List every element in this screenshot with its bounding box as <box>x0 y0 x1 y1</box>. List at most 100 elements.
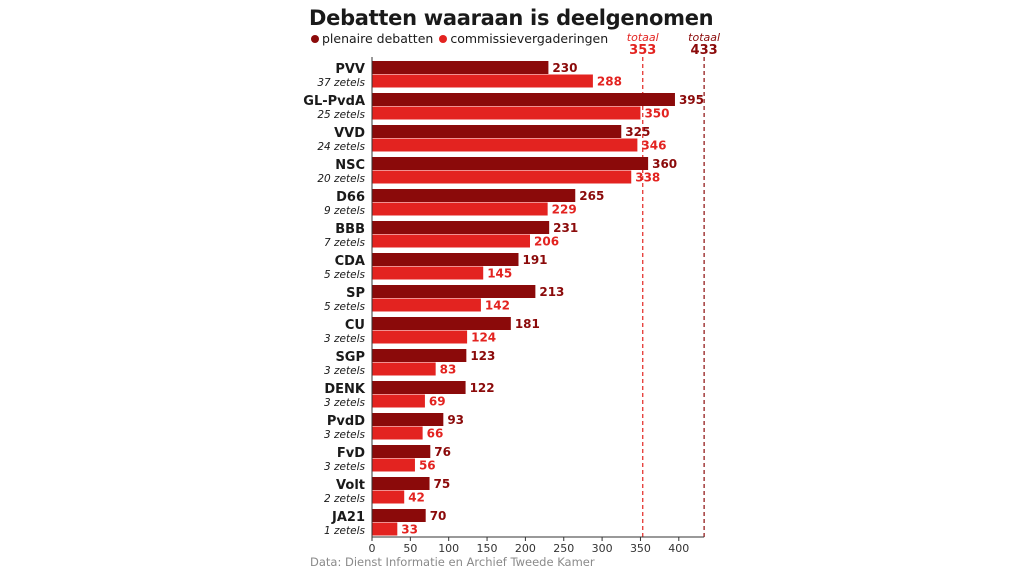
category-label-cu: CU <box>345 318 365 333</box>
bar-plenaire-ja21 <box>372 509 426 522</box>
bar-plenaire-cda <box>372 253 519 266</box>
value-label-plenaire-cu: 181 <box>515 317 540 331</box>
category-label-bbb: BBB <box>335 222 365 237</box>
bar-commissie-gl-pvda <box>372 106 641 120</box>
bar-commissie-sp <box>372 298 481 312</box>
seat-label-volt: 2 zetels <box>324 493 365 505</box>
x-tick-label-200: 200 <box>515 542 536 555</box>
legend-swatch-plenaire <box>311 34 319 43</box>
category-label-d66: D66 <box>336 190 365 205</box>
bar-plenaire-bbb <box>372 221 550 234</box>
value-label-plenaire-d66: 265 <box>579 189 604 203</box>
bar-plenaire-sgp <box>372 349 467 362</box>
category-label-ja21: JA21 <box>331 510 365 525</box>
value-label-commissie-cda: 145 <box>487 267 512 281</box>
bar-commissie-volt <box>372 490 405 504</box>
bar-commissie-ja21 <box>372 522 398 536</box>
value-label-commissie-vvd: 346 <box>641 139 666 153</box>
value-label-commissie-d66: 229 <box>552 203 577 217</box>
x-tick-label-50: 50 <box>403 542 417 555</box>
chart-title: Debatten waaraan is deelgenomen <box>309 6 714 30</box>
value-label-plenaire-fvd: 76 <box>434 445 451 459</box>
bar-plenaire-denk <box>372 381 466 394</box>
x-tick-label-100: 100 <box>438 542 459 555</box>
value-label-plenaire-bbb: 231 <box>553 221 578 235</box>
value-label-commissie-bbb: 206 <box>534 235 559 249</box>
bar-commissie-d66 <box>372 202 548 216</box>
seat-label-ja21: 1 zetels <box>324 525 365 537</box>
category-label-vvd: VVD <box>334 126 365 141</box>
value-label-commissie-cu: 124 <box>471 331 496 345</box>
seat-label-nsc: 20 zetels <box>317 173 365 185</box>
value-label-commissie-denk: 69 <box>429 395 446 409</box>
x-tick-label-150: 150 <box>477 542 498 555</box>
value-label-plenaire-ja21: 70 <box>430 509 447 523</box>
value-label-plenaire-sp: 213 <box>539 285 564 299</box>
value-label-commissie-sgp: 83 <box>440 363 457 377</box>
value-label-plenaire-cda: 191 <box>522 253 547 267</box>
category-label-sgp: SGP <box>335 350 365 365</box>
source-note: Data: Dienst Informatie en Archief Tweed… <box>310 555 595 569</box>
value-label-commissie-fvd: 56 <box>419 459 436 473</box>
bar-plenaire-d66 <box>372 189 576 202</box>
legend-item-plenaire: plenaire debatten <box>311 31 433 46</box>
value-label-commissie-ja21: 33 <box>401 523 418 537</box>
category-label-pvv: PVV <box>335 62 365 77</box>
seat-label-sgp: 3 zetels <box>324 365 365 377</box>
bar-commissie-pvv <box>372 74 593 88</box>
seat-label-pvdd: 3 zetels <box>324 429 365 441</box>
bar-plenaire-pvv <box>372 61 549 74</box>
category-label-sp: SP <box>346 286 365 301</box>
category-label-cda: CDA <box>335 254 365 269</box>
bar-commissie-pvdd <box>372 426 423 440</box>
value-label-commissie-gl-pvda: 350 <box>644 107 669 121</box>
bar-plenaire-nsc <box>372 157 649 170</box>
bar-commissie-cda <box>372 266 484 280</box>
value-label-commissie-sp: 142 <box>485 299 510 313</box>
legend: plenaire debatten commissievergaderingen <box>311 31 614 46</box>
bar-plenaire-cu <box>372 317 511 330</box>
category-label-volt: Volt <box>336 478 365 493</box>
bar-commissie-fvd <box>372 458 415 472</box>
bar-plenaire-sp <box>372 285 536 298</box>
bar-commissie-denk <box>372 394 425 408</box>
reference-label-433: totaal <box>688 31 720 44</box>
seat-label-bbb: 7 zetels <box>324 237 365 249</box>
seat-label-gl-pvda: 25 zetels <box>317 109 365 121</box>
category-label-pvdd: PvdD <box>327 414 365 429</box>
x-tick-label-0: 0 <box>369 542 376 555</box>
bar-plenaire-pvdd <box>372 413 444 426</box>
bar-plenaire-vvd <box>372 125 622 138</box>
seat-label-cda: 5 zetels <box>324 269 365 281</box>
value-label-plenaire-sgp: 123 <box>470 349 495 363</box>
bar-plenaire-volt <box>372 477 430 490</box>
bar-commissie-bbb <box>372 234 531 248</box>
x-tick-label-350: 350 <box>630 542 651 555</box>
value-label-commissie-nsc: 338 <box>635 171 660 185</box>
category-label-fvd: FvD <box>337 446 365 461</box>
reference-value-433: 433 <box>691 43 718 58</box>
bar-plenaire-gl-pvda <box>372 93 675 106</box>
value-label-plenaire-volt: 75 <box>434 477 451 491</box>
value-label-plenaire-pvv: 230 <box>552 61 577 75</box>
value-label-commissie-pvv: 288 <box>597 75 622 89</box>
bar-commissie-cu <box>372 330 468 344</box>
x-tick-label-250: 250 <box>553 542 574 555</box>
seat-label-d66: 9 zetels <box>324 205 365 217</box>
value-label-plenaire-vvd: 325 <box>625 125 650 139</box>
value-label-commissie-volt: 42 <box>408 491 425 505</box>
value-label-plenaire-nsc: 360 <box>652 157 677 171</box>
bar-commissie-sgp <box>372 362 436 376</box>
seat-label-denk: 3 zetels <box>324 397 365 409</box>
seat-label-vvd: 24 zetels <box>317 141 365 153</box>
bar-plenaire-fvd <box>372 445 431 458</box>
x-tick-label-400: 400 <box>668 542 689 555</box>
legend-label-commissie: commissievergaderingen <box>450 31 609 46</box>
reference-label-353: totaal <box>627 31 659 44</box>
category-label-gl-pvda: GL-PvdA <box>303 94 365 109</box>
bar-commissie-nsc <box>372 170 632 184</box>
value-label-plenaire-denk: 122 <box>470 381 495 395</box>
legend-label-plenaire: plenaire debatten <box>322 31 434 46</box>
x-tick-label-300: 300 <box>592 542 613 555</box>
